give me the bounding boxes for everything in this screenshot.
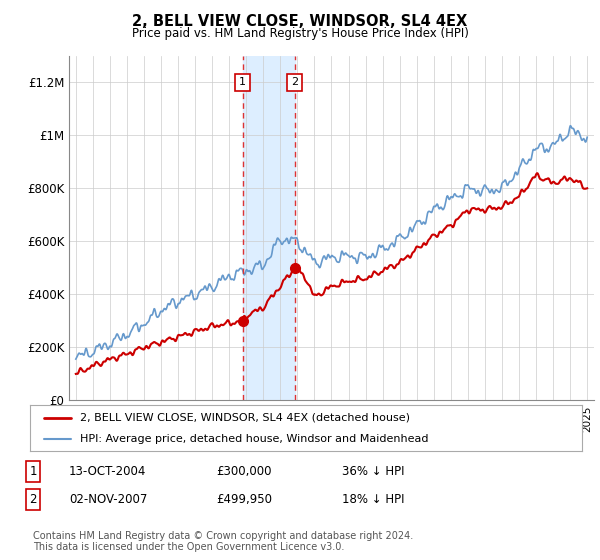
Text: 2: 2: [291, 77, 298, 87]
Text: 36% ↓ HPI: 36% ↓ HPI: [342, 465, 404, 478]
Text: 2, BELL VIEW CLOSE, WINDSOR, SL4 4EX: 2, BELL VIEW CLOSE, WINDSOR, SL4 4EX: [133, 14, 467, 29]
Text: £300,000: £300,000: [216, 465, 271, 478]
Bar: [242, 56, 295, 400]
Text: 13-OCT-2004: 13-OCT-2004: [69, 465, 146, 478]
Text: £499,950: £499,950: [216, 493, 272, 506]
Text: 1: 1: [239, 77, 246, 87]
Text: 02-NOV-2007: 02-NOV-2007: [69, 493, 148, 506]
Text: 18% ↓ HPI: 18% ↓ HPI: [342, 493, 404, 506]
Text: HPI: Average price, detached house, Windsor and Maidenhead: HPI: Average price, detached house, Wind…: [80, 435, 428, 444]
Text: 2, BELL VIEW CLOSE, WINDSOR, SL4 4EX (detached house): 2, BELL VIEW CLOSE, WINDSOR, SL4 4EX (de…: [80, 413, 410, 423]
Text: Contains HM Land Registry data © Crown copyright and database right 2024.
This d: Contains HM Land Registry data © Crown c…: [33, 531, 413, 553]
Text: 1: 1: [29, 465, 37, 478]
Text: 2: 2: [29, 493, 37, 506]
Text: Price paid vs. HM Land Registry's House Price Index (HPI): Price paid vs. HM Land Registry's House …: [131, 27, 469, 40]
